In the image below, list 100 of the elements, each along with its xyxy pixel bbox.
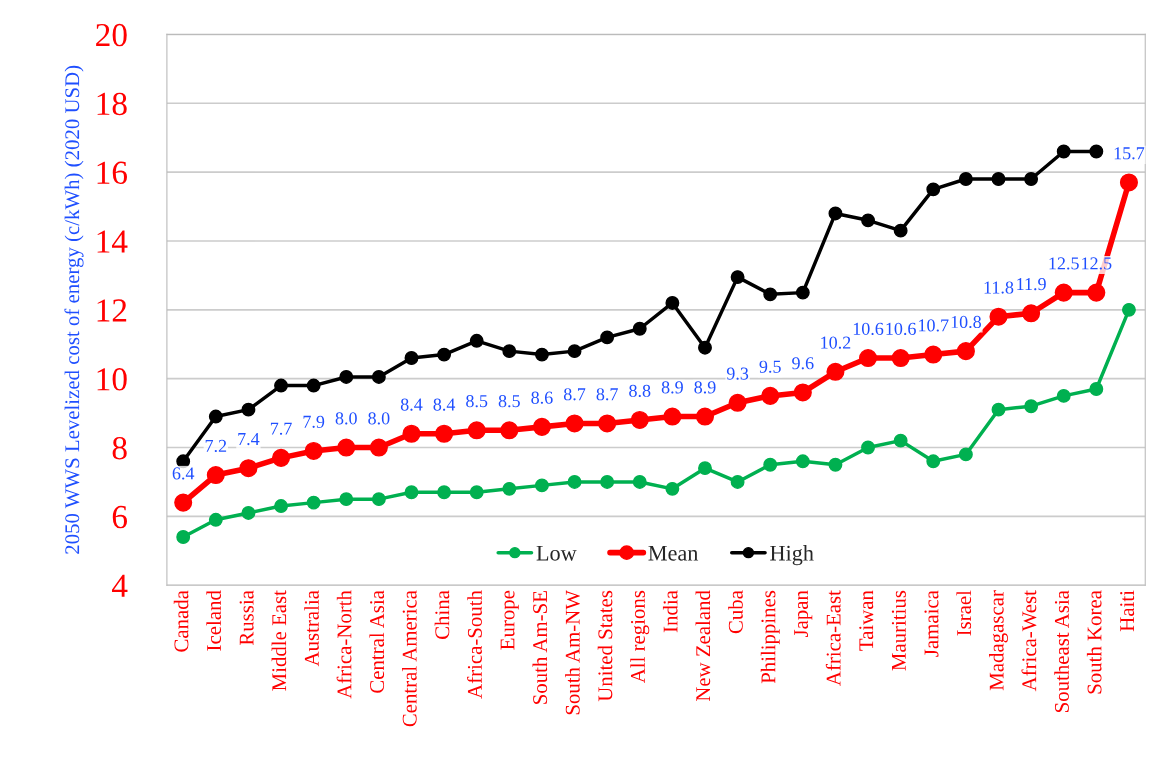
point [306, 495, 321, 510]
point [208, 409, 223, 424]
x-tick-label: Philippines [760, 590, 780, 684]
point [695, 407, 715, 426]
point [958, 447, 973, 462]
point [534, 478, 549, 493]
data-label: 8.4 [433, 398, 456, 411]
data-label: 9.6 [792, 357, 814, 370]
data-label: 7.9 [303, 415, 325, 428]
x-tick-label: South Am-NW [565, 590, 580, 715]
data-label: 8.9 [694, 381, 716, 394]
point [698, 461, 712, 476]
point [435, 424, 454, 443]
point [274, 499, 288, 513]
point [956, 342, 975, 361]
y-tick-label: 12 [97, 299, 127, 322]
point [600, 475, 615, 489]
point [991, 172, 1006, 186]
point [763, 287, 778, 302]
legend-label: Low [536, 545, 577, 561]
x-tick-label: Africa-North [336, 590, 352, 699]
data-label: 7.7 [270, 422, 292, 435]
point [665, 481, 680, 496]
x-tick-label: Africa-South [467, 590, 482, 699]
x-tick-label: China [434, 590, 450, 639]
point [339, 492, 354, 507]
x-tick-label: Cuba [728, 590, 743, 634]
x-tick-label: Europe [500, 590, 519, 650]
point [630, 410, 649, 430]
point [763, 457, 778, 472]
point [861, 440, 875, 455]
y-tick-label: 8 [112, 436, 127, 460]
point [600, 330, 615, 345]
point [826, 362, 845, 381]
data-label: 8.8 [629, 384, 651, 397]
data-label: 6.4 [172, 467, 195, 480]
x-tick-label: Africa-West [1021, 590, 1037, 692]
point [730, 270, 745, 285]
point [567, 344, 582, 359]
point [728, 393, 747, 412]
point [337, 438, 356, 457]
point [272, 448, 291, 467]
point [698, 340, 712, 355]
point [274, 378, 288, 393]
point [793, 383, 812, 402]
point [893, 223, 908, 238]
point [991, 402, 1006, 417]
x-tick-label: South Am-SE [532, 591, 548, 704]
x-tick-label: Africa-East [825, 590, 841, 686]
point [339, 370, 354, 384]
point [502, 481, 517, 496]
point [1119, 173, 1138, 192]
point [632, 321, 647, 336]
point [730, 475, 745, 489]
point [176, 530, 191, 544]
point [206, 466, 225, 485]
point [369, 438, 388, 457]
point [926, 182, 941, 197]
point [1087, 283, 1106, 302]
point [1022, 304, 1041, 323]
data-label: 10.2 [821, 336, 851, 349]
x-tick-label: Southeast Asia [1054, 590, 1069, 712]
data-label: 15.7 [1114, 147, 1145, 160]
point [958, 172, 973, 186]
point [241, 505, 256, 520]
point [1024, 172, 1039, 186]
data-label: 9.5 [759, 360, 781, 373]
x-tick-label: Russia [239, 590, 254, 646]
point [565, 414, 584, 433]
point [1054, 283, 1073, 302]
point [532, 417, 551, 436]
point [437, 347, 452, 362]
point [665, 295, 680, 310]
point [663, 407, 682, 426]
point [861, 213, 875, 228]
legend-label: High [770, 545, 814, 566]
point [891, 348, 910, 368]
point [404, 351, 419, 365]
x-tick-label: Mauritius [891, 590, 906, 671]
point [402, 424, 421, 443]
data-label: 8.5 [466, 395, 488, 408]
point [989, 307, 1008, 326]
y-tick-label: 18 [97, 92, 127, 116]
x-tick-label: Australia [304, 590, 319, 667]
data-label: 8.7 [596, 388, 618, 401]
x-tick-label: New Zealand [695, 590, 711, 702]
x-tick-label: Haiti [1120, 590, 1135, 632]
data-label: 9.3 [726, 367, 749, 380]
point [795, 454, 810, 469]
data-label: 12.5 [1049, 257, 1079, 270]
data-label: 8.7 [563, 388, 586, 401]
data-label: 7.2 [205, 439, 227, 453]
x-tick-label: Israel [956, 590, 972, 636]
x-tick-label: Central America [402, 590, 417, 727]
point [924, 345, 943, 364]
y-axis-title: 2050 WWS Levelized cost of energy (c/kWh) (2020 USD) [64, 65, 84, 554]
point [437, 485, 452, 500]
x-tick-label: Iceland [206, 590, 222, 651]
x-tick-label: Central Asia [369, 590, 385, 693]
point [1056, 144, 1071, 159]
